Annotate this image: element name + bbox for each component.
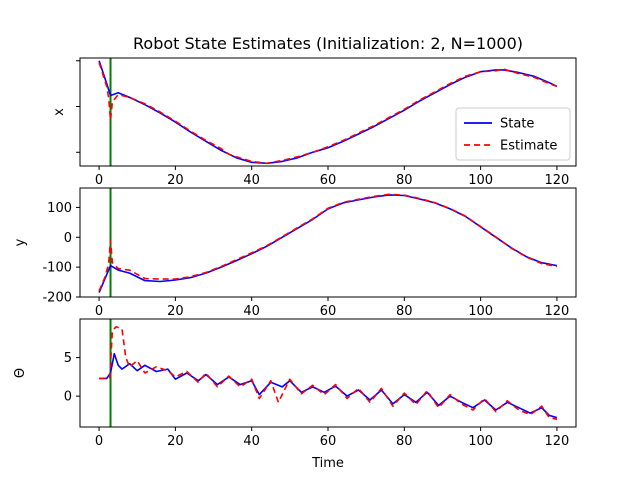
x-tick-label: 80 <box>396 434 413 449</box>
x-tick-label: 0 <box>95 434 103 449</box>
series-line-theta-estimate <box>99 325 558 421</box>
y-axis-label: Θ <box>13 368 28 378</box>
legend: State Estimate <box>455 107 571 161</box>
y-tick-label: 5 <box>64 351 72 366</box>
x-tick-label: 60 <box>320 434 337 449</box>
panel-x: 0 20 40 60 80 100 120 x State Estimate <box>52 57 577 188</box>
y-tick-label: -200 <box>42 291 72 306</box>
panel-y: 0 20 40 60 80 100 120 -200 -100 0 100 y <box>13 187 577 319</box>
panel-theta: 0 20 40 60 80 100 120 0 5 Θ Time <box>13 318 577 471</box>
series-line-y-estimate <box>98 193 558 292</box>
y-axis-label: x <box>52 108 67 116</box>
x-tick-label: 100 <box>468 173 493 188</box>
x-tick-label: 60 <box>320 173 337 188</box>
x-axis-label: Time <box>311 456 344 471</box>
series-line-y-state <box>98 194 558 293</box>
x-tick-label: 0 <box>95 304 103 319</box>
y-tick-label: 100 <box>47 201 72 216</box>
x-tick-label: 100 <box>468 434 493 449</box>
y-tick-label: 0 <box>64 390 72 405</box>
x-tick-label: 60 <box>320 304 337 319</box>
series-line-theta-state <box>99 352 558 419</box>
y-tick-label: -100 <box>42 261 72 276</box>
series-line-x-estimate <box>98 62 558 165</box>
panels-container: 0 20 40 60 80 100 120 x State Estimate 0 20 40 60 80 10… <box>13 57 577 471</box>
x-tick-label: 40 <box>243 434 260 449</box>
x-tick-label: 0 <box>95 173 103 188</box>
x-tick-label: 20 <box>167 173 184 188</box>
axes-frame <box>79 318 577 428</box>
legend-label-state: State <box>500 117 534 132</box>
legend-box <box>455 107 571 161</box>
chart-title: Robot State Estimates (Initialization: 2… <box>133 34 523 53</box>
legend-label-estimate: Estimate <box>500 139 557 154</box>
y-axis-label: y <box>13 238 28 246</box>
x-tick-label: 100 <box>468 304 493 319</box>
y-tick-label: 0 <box>64 231 72 246</box>
x-tick-label: 20 <box>167 304 184 319</box>
x-tick-label: 80 <box>396 173 413 188</box>
x-tick-label: 40 <box>243 304 260 319</box>
x-tick-label: 80 <box>396 304 413 319</box>
x-tick-label: 120 <box>545 434 570 449</box>
x-tick-label: 20 <box>167 434 184 449</box>
x-tick-label: 120 <box>545 173 570 188</box>
x-tick-label: 40 <box>243 173 260 188</box>
x-tick-label: 120 <box>545 304 570 319</box>
